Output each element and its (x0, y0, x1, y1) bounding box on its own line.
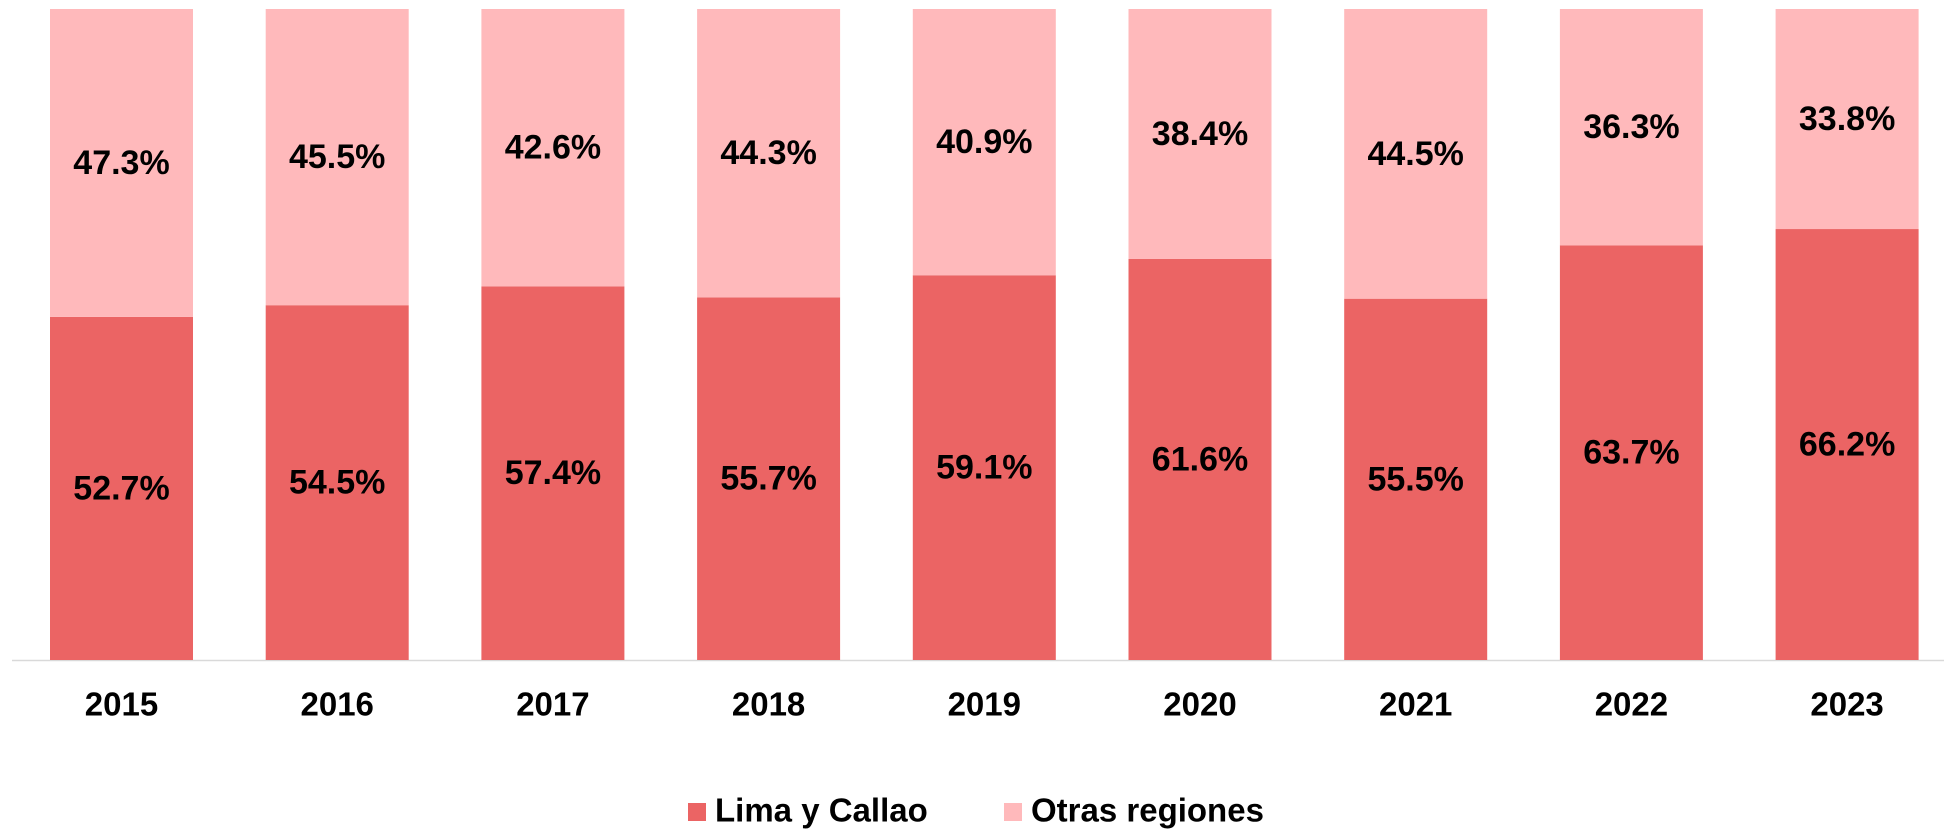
data-label: 44.5% (1367, 135, 1463, 173)
bar-segment (50, 316, 193, 660)
legend-swatch (688, 803, 706, 821)
bar-segment (50, 9, 193, 317)
x-tick-label: 2017 (516, 686, 589, 723)
x-tick-label: 2020 (1163, 686, 1236, 723)
bar-segment (912, 9, 1056, 276)
data-label: 57.4% (505, 454, 601, 492)
legend-label: Otras regiones (1031, 792, 1264, 829)
bar-segment (1559, 9, 1703, 246)
data-label: 55.7% (720, 460, 816, 498)
legend-swatch (1004, 803, 1022, 821)
x-tick-label: 2022 (1595, 686, 1668, 723)
data-label: 42.6% (505, 129, 601, 167)
bar-segment (1775, 9, 1919, 230)
bar-segment (912, 275, 1056, 660)
x-tick-label: 2019 (948, 686, 1021, 723)
bar-segment (481, 286, 625, 660)
data-label: 54.5% (289, 464, 385, 502)
x-tick-label: 2023 (1810, 686, 1883, 723)
x-tick-label: 2015 (85, 686, 158, 723)
bar-segment (1128, 9, 1272, 259)
bar-segment (1128, 258, 1272, 660)
bar-segment (265, 305, 409, 660)
legend-label: Lima y Callao (715, 792, 928, 829)
data-label: 52.7% (73, 469, 169, 507)
data-label: 55.5% (1367, 460, 1463, 498)
bar-segment (1559, 245, 1703, 661)
data-label: 61.6% (1152, 440, 1248, 478)
data-label: 47.3% (73, 144, 169, 182)
x-tick-label: 2018 (732, 686, 805, 723)
bar-segment (1344, 298, 1488, 660)
bar-segment (265, 9, 409, 306)
bar-segment (697, 297, 841, 660)
bar-segment (1344, 9, 1488, 299)
data-label: 36.3% (1583, 108, 1679, 146)
data-label: 59.1% (936, 449, 1032, 487)
data-label: 40.9% (936, 123, 1032, 161)
x-tick-label: 2021 (1379, 686, 1452, 723)
data-label: 38.4% (1152, 115, 1248, 153)
data-label: 33.8% (1799, 100, 1895, 138)
data-label: 44.3% (720, 134, 816, 172)
bar-segment (481, 9, 625, 287)
data-label: 63.7% (1583, 434, 1679, 472)
data-label: 45.5% (289, 138, 385, 176)
bar-segment (1775, 229, 1919, 660)
bar-segment (697, 9, 841, 298)
data-label: 66.2% (1799, 426, 1895, 464)
x-tick-label: 2016 (300, 686, 373, 723)
